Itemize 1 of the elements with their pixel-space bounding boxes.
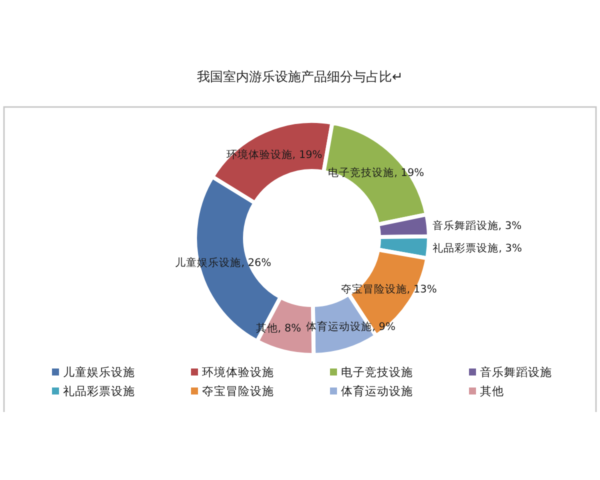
title: 我国室内游乐设施产品细分与占比↵ — [197, 70, 403, 85]
